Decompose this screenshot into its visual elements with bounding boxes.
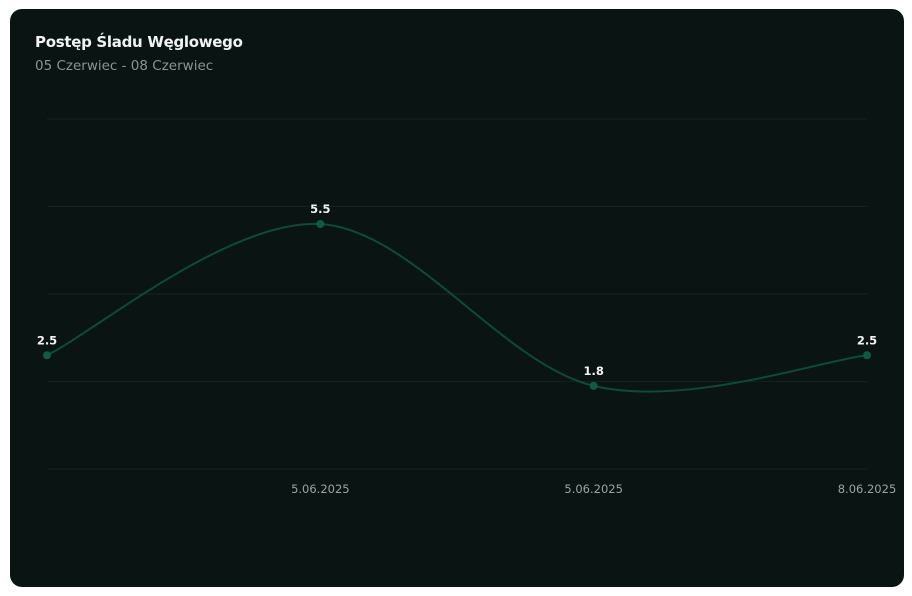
x-tick-label: 5.06.2025 bbox=[564, 482, 623, 496]
line-chart: 2.5 5.5 1.8 2.5 5.06.2025 5.06.2025 8.06.2025 bbox=[37, 118, 897, 496]
data-point bbox=[589, 381, 598, 390]
chart-subtitle: 05 Czerwiec - 08 Czerwiec bbox=[35, 58, 214, 74]
data-point bbox=[863, 351, 871, 360]
data-label: 5.5 bbox=[310, 202, 330, 216]
data-point bbox=[43, 351, 51, 360]
x-tick-label: 5.06.2025 bbox=[291, 482, 350, 496]
x-tick-label: 8.06.2025 bbox=[838, 482, 897, 496]
data-label: 2.5 bbox=[37, 333, 57, 347]
chart-title: Postęp Śladu Węglowego bbox=[35, 33, 243, 51]
data-label: 2.5 bbox=[857, 333, 877, 347]
data-label: 1.8 bbox=[583, 364, 603, 378]
data-point bbox=[316, 220, 325, 228]
chart-card: Postęp Śladu Węglowego 05 Czerwiec - 08 … bbox=[10, 9, 904, 587]
series-line bbox=[46, 222, 868, 393]
